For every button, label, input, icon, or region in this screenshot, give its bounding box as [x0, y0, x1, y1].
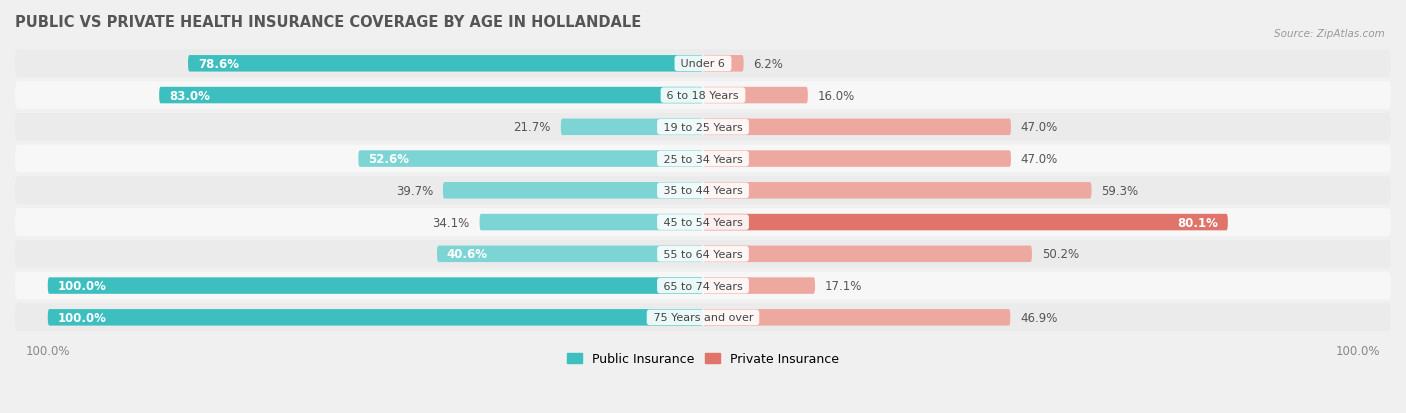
Text: 35 to 44 Years: 35 to 44 Years: [659, 186, 747, 196]
FancyBboxPatch shape: [437, 246, 703, 262]
Text: Source: ZipAtlas.com: Source: ZipAtlas.com: [1274, 29, 1385, 39]
FancyBboxPatch shape: [159, 88, 703, 104]
FancyBboxPatch shape: [703, 88, 808, 104]
Text: 52.6%: 52.6%: [368, 153, 409, 166]
Text: 25 to 34 Years: 25 to 34 Years: [659, 154, 747, 164]
Text: 75 Years and over: 75 Years and over: [650, 313, 756, 323]
FancyBboxPatch shape: [703, 214, 1227, 231]
Text: 80.1%: 80.1%: [1177, 216, 1218, 229]
Text: 59.3%: 59.3%: [1101, 184, 1139, 197]
Text: 39.7%: 39.7%: [396, 184, 433, 197]
Text: 47.0%: 47.0%: [1021, 153, 1059, 166]
Text: 19 to 25 Years: 19 to 25 Years: [659, 123, 747, 133]
Text: 16.0%: 16.0%: [818, 89, 855, 102]
FancyBboxPatch shape: [48, 309, 703, 326]
FancyBboxPatch shape: [703, 183, 1091, 199]
FancyBboxPatch shape: [15, 177, 1391, 205]
Text: 78.6%: 78.6%: [198, 58, 239, 71]
FancyBboxPatch shape: [15, 272, 1391, 300]
Text: 21.7%: 21.7%: [513, 121, 551, 134]
Text: 46.9%: 46.9%: [1021, 311, 1057, 324]
FancyBboxPatch shape: [15, 114, 1391, 141]
Text: 47.0%: 47.0%: [1021, 121, 1059, 134]
FancyBboxPatch shape: [703, 309, 1011, 326]
FancyBboxPatch shape: [15, 145, 1391, 173]
FancyBboxPatch shape: [15, 240, 1391, 268]
FancyBboxPatch shape: [15, 304, 1391, 332]
Text: 50.2%: 50.2%: [1042, 248, 1078, 261]
Text: 6 to 18 Years: 6 to 18 Years: [664, 91, 742, 101]
Text: Under 6: Under 6: [678, 59, 728, 69]
FancyBboxPatch shape: [15, 82, 1391, 110]
FancyBboxPatch shape: [443, 183, 703, 199]
Text: 34.1%: 34.1%: [433, 216, 470, 229]
FancyBboxPatch shape: [703, 246, 1032, 262]
FancyBboxPatch shape: [703, 119, 1011, 136]
FancyBboxPatch shape: [703, 278, 815, 294]
Text: PUBLIC VS PRIVATE HEALTH INSURANCE COVERAGE BY AGE IN HOLLANDALE: PUBLIC VS PRIVATE HEALTH INSURANCE COVER…: [15, 15, 641, 30]
FancyBboxPatch shape: [15, 50, 1391, 78]
Text: 40.6%: 40.6%: [447, 248, 488, 261]
FancyBboxPatch shape: [561, 119, 703, 136]
Text: 55 to 64 Years: 55 to 64 Years: [659, 249, 747, 259]
Text: 17.1%: 17.1%: [825, 280, 862, 292]
Text: 83.0%: 83.0%: [169, 89, 209, 102]
Legend: Public Insurance, Private Insurance: Public Insurance, Private Insurance: [562, 347, 844, 370]
FancyBboxPatch shape: [48, 278, 703, 294]
Text: 6.2%: 6.2%: [754, 58, 783, 71]
FancyBboxPatch shape: [188, 56, 703, 72]
FancyBboxPatch shape: [359, 151, 703, 167]
Text: 45 to 54 Years: 45 to 54 Years: [659, 218, 747, 228]
FancyBboxPatch shape: [703, 151, 1011, 167]
FancyBboxPatch shape: [15, 209, 1391, 237]
Text: 100.0%: 100.0%: [58, 311, 107, 324]
FancyBboxPatch shape: [479, 214, 703, 231]
Text: 100.0%: 100.0%: [58, 280, 107, 292]
FancyBboxPatch shape: [703, 56, 744, 72]
Text: 65 to 74 Years: 65 to 74 Years: [659, 281, 747, 291]
